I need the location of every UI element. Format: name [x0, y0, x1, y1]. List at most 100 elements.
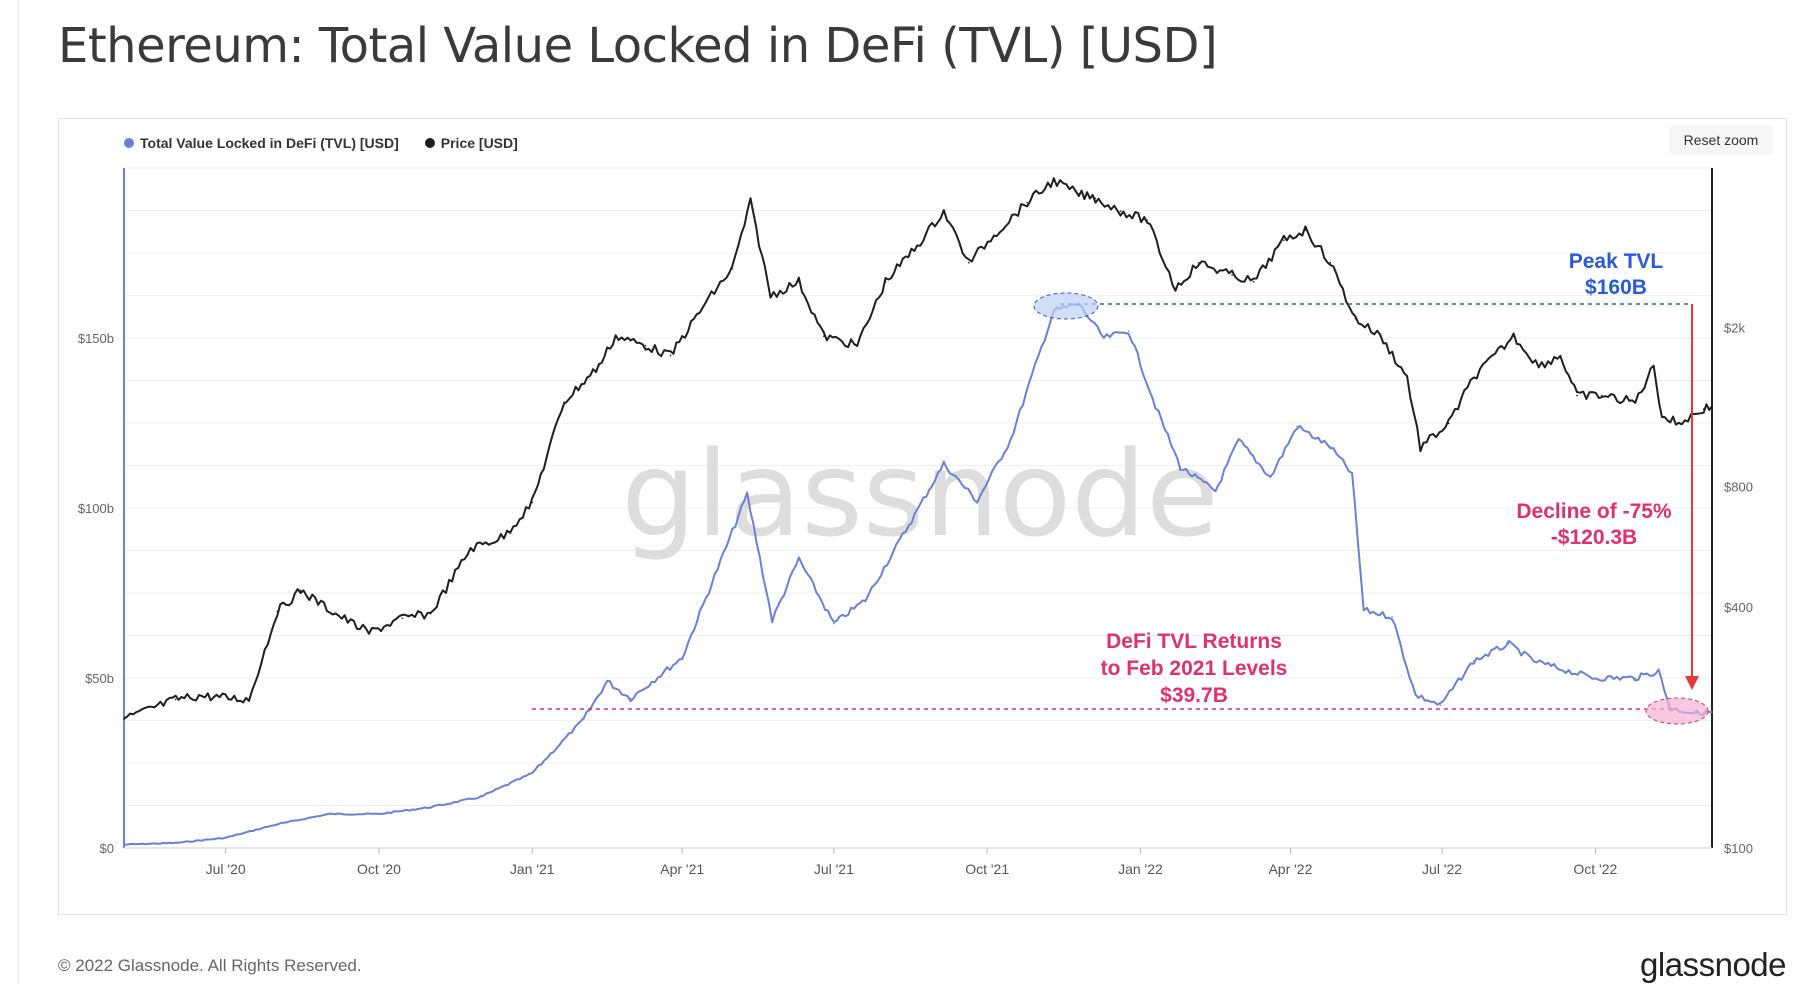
price-data-point [644, 344, 647, 347]
y-left-tick-label: $50b [85, 671, 114, 686]
x-tick-label: Jan '21 [510, 861, 555, 877]
tvl-data-point [378, 813, 380, 815]
tvl-legend-dot [124, 138, 134, 148]
price-data-point [531, 501, 534, 504]
tvl-data-point [976, 500, 978, 503]
price-data-point [1197, 261, 1200, 264]
y-left-tick-label: $150b [78, 331, 114, 346]
price-data-point [276, 610, 279, 613]
tvl-data-point [1296, 425, 1298, 428]
tvl-data-point [174, 842, 177, 844]
tvl-data-point [1634, 677, 1637, 679]
y-right-tick-label: $400 [1724, 600, 1753, 615]
price-data-point [884, 280, 887, 283]
price-data-point [1559, 354, 1562, 357]
peak-highlight [1033, 292, 1099, 320]
peak-label-line2: $160B [1585, 276, 1647, 299]
legend-label-tvl: Total Value Locked in DeFi (TVL) [USD] [140, 135, 399, 151]
legend-item-tvl[interactable]: Total Value Locked in DeFi (TVL) [USD] [124, 135, 399, 151]
tvl-data-point [583, 718, 585, 720]
tvl-data-point [1567, 670, 1570, 672]
price-data-point [563, 401, 565, 403]
price-data-point [798, 280, 800, 283]
tvl-data-point [1711, 711, 1713, 713]
tvl-data-point [833, 622, 835, 625]
low-highlight [1645, 697, 1709, 725]
x-tick-label: Jul '20 [206, 861, 246, 877]
y-right-tick-labels: $100 $400 $800 $2k [1724, 320, 1753, 856]
price-data-point [1652, 365, 1655, 367]
low-label-line3: $39.7B [1160, 684, 1228, 707]
tvl-data-point [328, 813, 330, 815]
price-data-point [174, 698, 177, 701]
price-data-point [856, 344, 858, 347]
x-tick-labels: Jul '20 Oct '20 Jan '21 Apr '21 Jul '21 Oct '… [206, 848, 1618, 877]
tvl-data-point [1472, 660, 1475, 662]
price-data-point [248, 698, 250, 701]
reset-zoom-button[interactable]: Reset zoom [1669, 126, 1773, 154]
tvl-data-point [771, 619, 773, 621]
price-data-point [1447, 422, 1450, 425]
page-title: Ethereum: Total Value Locked in DeFi (TV… [58, 18, 1218, 74]
tvl-data-point [1214, 490, 1217, 492]
footer-copyright: © 2022 Glassnode. All Rights Reserved. [58, 956, 362, 975]
price-data-point [1174, 287, 1177, 290]
price-data-point [1576, 394, 1578, 397]
price-data-point [1329, 261, 1332, 264]
price-data-point [1026, 201, 1028, 204]
annotation-layer: Peak TVL $160B Decline of -75% -$120.3B … [532, 250, 1709, 725]
decline-arrowhead [1685, 676, 1699, 690]
tvl-data-point [1154, 405, 1157, 407]
price-data-point [368, 631, 370, 634]
price-data-point [1677, 422, 1680, 425]
price-data-point [1702, 408, 1705, 410]
tvl-data-point [1009, 439, 1012, 441]
tvl-data-point [531, 772, 534, 774]
price-data-point [968, 261, 970, 264]
tvl-data-point [908, 524, 910, 526]
tvl-data-point [1237, 439, 1240, 441]
legend-item-price[interactable]: Price [USD] [424, 135, 518, 151]
tvl-data-point [1657, 670, 1660, 672]
x-tick-label: Apr '21 [660, 861, 704, 877]
tvl-data-point [479, 796, 482, 798]
price-data-point [598, 365, 600, 367]
price-data-point [1231, 274, 1233, 276]
price-data-point [993, 234, 995, 236]
price-data-point [429, 612, 432, 615]
tvl-data-point [864, 599, 867, 601]
y-left-tick-label: $0 [100, 841, 114, 856]
tvl-data-point [1594, 677, 1597, 679]
price-data-point [749, 201, 752, 204]
price-data-point [1354, 317, 1357, 320]
price-data-point [1711, 405, 1713, 408]
tvl-data-point [1269, 476, 1272, 479]
price-data-point [704, 302, 707, 304]
tvl-data-point [1414, 694, 1417, 696]
price-data-point [401, 617, 404, 620]
price-data-point [1252, 280, 1255, 283]
decline-label-line2: -$120.3B [1551, 526, 1637, 549]
price-data-point [1472, 376, 1475, 379]
tvl-data-point [1102, 337, 1105, 339]
price-data-point [469, 547, 472, 550]
tvl-series-line [124, 303, 1712, 846]
tvl-data-point [123, 843, 125, 846]
price-data-point [503, 535, 505, 538]
price-data-point [1379, 335, 1382, 337]
x-tick-label: Jan '22 [1118, 861, 1163, 877]
price-data-point [1146, 219, 1148, 222]
low-label-line2: to Feb 2021 Levels [1101, 657, 1288, 680]
tvl-data-point [746, 493, 749, 496]
price-data-point [1119, 210, 1122, 212]
price-data-point [769, 294, 772, 297]
x-tick-label: Oct '21 [965, 861, 1009, 877]
tvl-data-point [681, 656, 684, 659]
tvl-data-point [1532, 660, 1535, 662]
tvl-data-point [1507, 643, 1510, 645]
tvl-data-point [1179, 466, 1182, 469]
price-data-point [299, 589, 302, 592]
y-right-tick-label: $100 [1724, 841, 1753, 856]
price-data-point [731, 267, 734, 270]
footer-glassnode-logo: glassnode [1640, 946, 1786, 983]
